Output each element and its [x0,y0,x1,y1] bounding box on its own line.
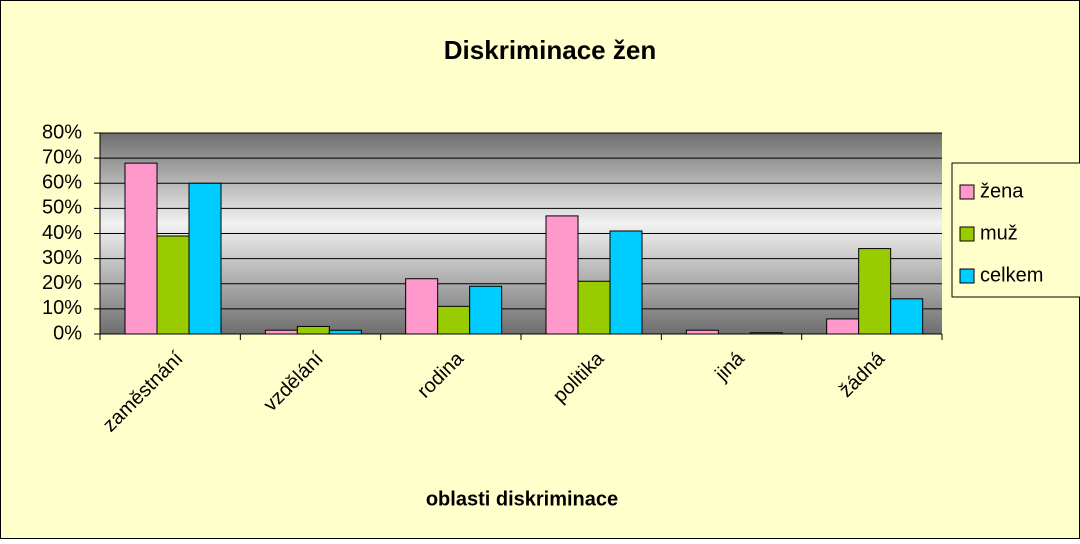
y-tick-label: 30% [42,247,82,269]
bar [328,329,362,335]
bar [858,248,892,335]
legend-label: celkem [980,264,1043,286]
x-axis-title: oblasti diskriminace [426,488,618,510]
bar [685,329,719,335]
bar [124,162,158,335]
bar [264,329,298,335]
bar [437,305,471,335]
y-tick-label: 0% [53,322,82,344]
y-tick-label: 20% [42,272,82,294]
bar [577,280,611,335]
legend-swatch [959,184,975,200]
bar [609,230,643,335]
bar [469,285,503,335]
legend-swatch [959,268,975,284]
bar [405,278,439,335]
bar [156,235,190,335]
y-tick-label: 70% [42,146,82,168]
legend-label: muž [980,222,1018,244]
chart-title: Diskriminace žen [444,35,656,65]
bar [826,318,860,335]
y-tick-label: 10% [42,297,82,319]
legend-swatch [959,226,975,242]
y-tick-label: 80% [42,121,82,143]
bar [545,215,579,335]
legend-label: žena [980,180,1024,202]
y-tick-label: 60% [42,172,82,194]
y-tick-label: 50% [42,197,82,219]
bar [890,298,924,335]
bar [188,182,222,335]
bar [296,325,330,335]
y-tick-label: 40% [42,222,82,244]
